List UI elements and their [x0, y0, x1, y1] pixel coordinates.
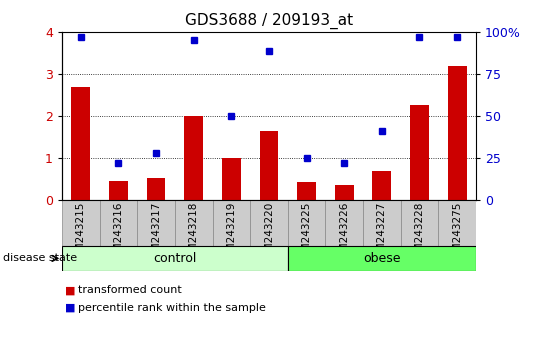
Text: GSM243215: GSM243215 [76, 201, 86, 265]
Bar [410, 105, 429, 200]
Text: control: control [153, 252, 197, 265]
Bar [448, 66, 467, 200]
Bar [335, 185, 354, 200]
Text: GSM243217: GSM243217 [151, 201, 161, 265]
Bar [212, 200, 250, 246]
Bar [260, 131, 278, 200]
Text: GSM243226: GSM243226 [339, 201, 349, 265]
Bar [100, 200, 137, 246]
Text: GSM243219: GSM243219 [226, 201, 236, 265]
Bar [109, 181, 128, 200]
Text: GSM243227: GSM243227 [377, 201, 387, 265]
Bar [71, 86, 90, 200]
Bar [175, 200, 212, 246]
Title: GDS3688 / 209193_at: GDS3688 / 209193_at [185, 13, 353, 29]
Bar [137, 200, 175, 246]
Text: GSM243216: GSM243216 [113, 201, 123, 265]
Text: disease state: disease state [3, 253, 77, 263]
Text: GSM243220: GSM243220 [264, 201, 274, 265]
Text: percentile rank within the sample: percentile rank within the sample [78, 303, 266, 313]
Bar [250, 200, 288, 246]
Bar [288, 246, 476, 271]
Bar [438, 200, 476, 246]
Bar [372, 171, 391, 200]
Text: GSM243275: GSM243275 [452, 201, 462, 265]
Bar [222, 158, 241, 200]
Text: obese: obese [363, 252, 400, 265]
Bar [62, 246, 288, 271]
Text: transformed count: transformed count [78, 285, 182, 295]
Bar [326, 200, 363, 246]
Bar [184, 116, 203, 200]
Text: ■: ■ [65, 285, 75, 295]
Text: GSM243225: GSM243225 [302, 201, 312, 265]
Text: GSM243228: GSM243228 [414, 201, 425, 265]
Text: ■: ■ [65, 303, 75, 313]
Bar [147, 178, 165, 200]
Text: GSM243218: GSM243218 [189, 201, 199, 265]
Bar [288, 200, 326, 246]
Bar [297, 182, 316, 200]
Bar [62, 200, 100, 246]
Bar [400, 200, 438, 246]
Bar [363, 200, 400, 246]
